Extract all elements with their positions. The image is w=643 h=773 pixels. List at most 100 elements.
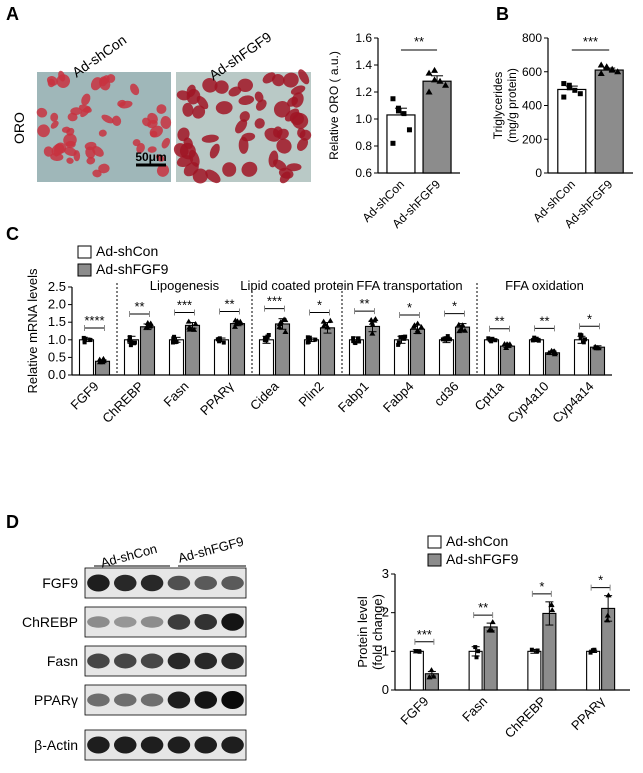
x-tick-label: Fasn bbox=[161, 379, 192, 410]
bar bbox=[499, 345, 516, 376]
data-point bbox=[217, 336, 222, 341]
lipid-cell bbox=[101, 75, 110, 85]
x-tick-label: Cyp4a14 bbox=[549, 379, 596, 426]
lipid-cell bbox=[298, 69, 310, 85]
lipid-cell bbox=[63, 147, 77, 156]
blot-band bbox=[140, 693, 164, 707]
bar bbox=[78, 339, 95, 376]
data-point bbox=[234, 318, 241, 324]
blot-band bbox=[167, 652, 191, 670]
lipid-cell bbox=[192, 168, 208, 184]
lipid-cell bbox=[177, 127, 190, 142]
blot-band bbox=[221, 736, 244, 754]
data-point bbox=[431, 66, 439, 73]
legend-swatch bbox=[427, 535, 442, 549]
section-label: FFA oxidation bbox=[505, 278, 584, 293]
blot-band bbox=[140, 653, 164, 669]
legend-label: Ad-shFGF9 bbox=[446, 551, 519, 567]
lipid-cell bbox=[235, 119, 248, 134]
data-point bbox=[425, 88, 433, 95]
lipid-cell bbox=[37, 124, 50, 138]
blot-band bbox=[140, 616, 164, 628]
data-point bbox=[305, 335, 310, 340]
data-point bbox=[306, 339, 311, 344]
data-point bbox=[534, 338, 539, 343]
data-point bbox=[603, 63, 611, 70]
x-tick-label: FGF9 bbox=[68, 379, 102, 413]
data-point bbox=[414, 649, 419, 654]
data-point bbox=[132, 340, 137, 345]
lipid-cell bbox=[291, 92, 304, 108]
lipid-cell bbox=[150, 130, 158, 138]
data-point bbox=[396, 340, 401, 345]
lipid-cell bbox=[90, 77, 103, 91]
lipid-cell bbox=[237, 78, 253, 93]
x-tick-label: PPARγ bbox=[568, 693, 608, 733]
lipid-cell bbox=[239, 111, 250, 122]
significance-label: *** bbox=[267, 294, 282, 309]
data-point bbox=[605, 592, 612, 598]
bar bbox=[409, 650, 424, 691]
data-point bbox=[447, 337, 452, 342]
lipid-cell bbox=[136, 143, 145, 154]
x-tick-label: Fabp4 bbox=[380, 379, 417, 416]
data-point bbox=[442, 81, 450, 88]
data-point bbox=[614, 68, 622, 75]
blot-band bbox=[113, 736, 137, 754]
data-point bbox=[581, 340, 586, 345]
legend-label: Ad-shFGF9 bbox=[96, 261, 169, 277]
data-point bbox=[418, 324, 425, 330]
data-point bbox=[414, 320, 421, 326]
data-point bbox=[566, 82, 572, 88]
blot-band bbox=[87, 616, 110, 628]
lipid-cell bbox=[215, 101, 233, 115]
significance-label: ** bbox=[224, 296, 234, 311]
section-label: Lipogenesis bbox=[150, 278, 220, 293]
y-tick-label: 0.0 bbox=[48, 367, 66, 382]
data-point bbox=[406, 127, 412, 133]
lipid-cell bbox=[222, 162, 237, 177]
blot-band bbox=[167, 614, 191, 630]
chart-d: 0 1 2 3 *** FGF9 ** Fasn * ChREBP * PPARγ Protein le… bbox=[355, 533, 630, 741]
bar bbox=[184, 324, 201, 376]
y-tick-label: 0.8 bbox=[355, 139, 372, 153]
lipid-cell bbox=[58, 70, 66, 82]
bar bbox=[573, 339, 590, 376]
data-point bbox=[488, 627, 495, 633]
y-tick-label: 0 bbox=[382, 682, 389, 697]
data-point bbox=[417, 649, 422, 654]
data-point bbox=[436, 77, 444, 84]
lipid-cell bbox=[188, 149, 200, 167]
blot-strip bbox=[84, 684, 247, 716]
data-point bbox=[561, 81, 567, 87]
data-point bbox=[532, 335, 537, 340]
data-point bbox=[265, 334, 270, 339]
data-point bbox=[473, 645, 478, 650]
lipid-cell bbox=[147, 146, 157, 153]
lipid-cell bbox=[273, 101, 291, 118]
x-tick-label: Cyp4a10 bbox=[504, 379, 551, 426]
data-point bbox=[277, 318, 284, 324]
lipid-cell bbox=[160, 116, 172, 129]
lipid-cell bbox=[50, 120, 59, 129]
y-tick-label: 1.4 bbox=[355, 58, 372, 72]
data-point bbox=[548, 347, 555, 353]
blot-band bbox=[167, 575, 191, 591]
data-point bbox=[431, 76, 439, 83]
data-point bbox=[396, 342, 401, 347]
lipid-cell bbox=[43, 146, 54, 157]
data-point bbox=[368, 316, 375, 322]
y-tick-label: 1.5 bbox=[48, 314, 66, 329]
legend-swatch bbox=[77, 263, 92, 277]
lipid-cell bbox=[117, 99, 126, 107]
lipid-cell bbox=[112, 115, 122, 126]
lipid-cell bbox=[238, 95, 255, 105]
y-tick-label: 3 bbox=[382, 566, 389, 581]
y-tick-label: 2 bbox=[382, 605, 389, 620]
blot-band bbox=[113, 616, 137, 628]
significance-label: ** bbox=[478, 600, 488, 615]
data-point bbox=[96, 359, 103, 365]
data-point bbox=[425, 69, 433, 76]
lipid-cell bbox=[161, 137, 171, 149]
y-axis-label: Triglycerides bbox=[491, 72, 505, 140]
